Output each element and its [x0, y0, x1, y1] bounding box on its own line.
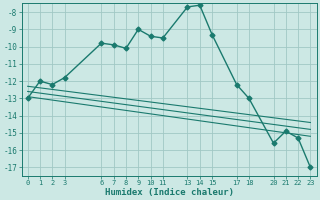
X-axis label: Humidex (Indice chaleur): Humidex (Indice chaleur): [105, 188, 234, 197]
